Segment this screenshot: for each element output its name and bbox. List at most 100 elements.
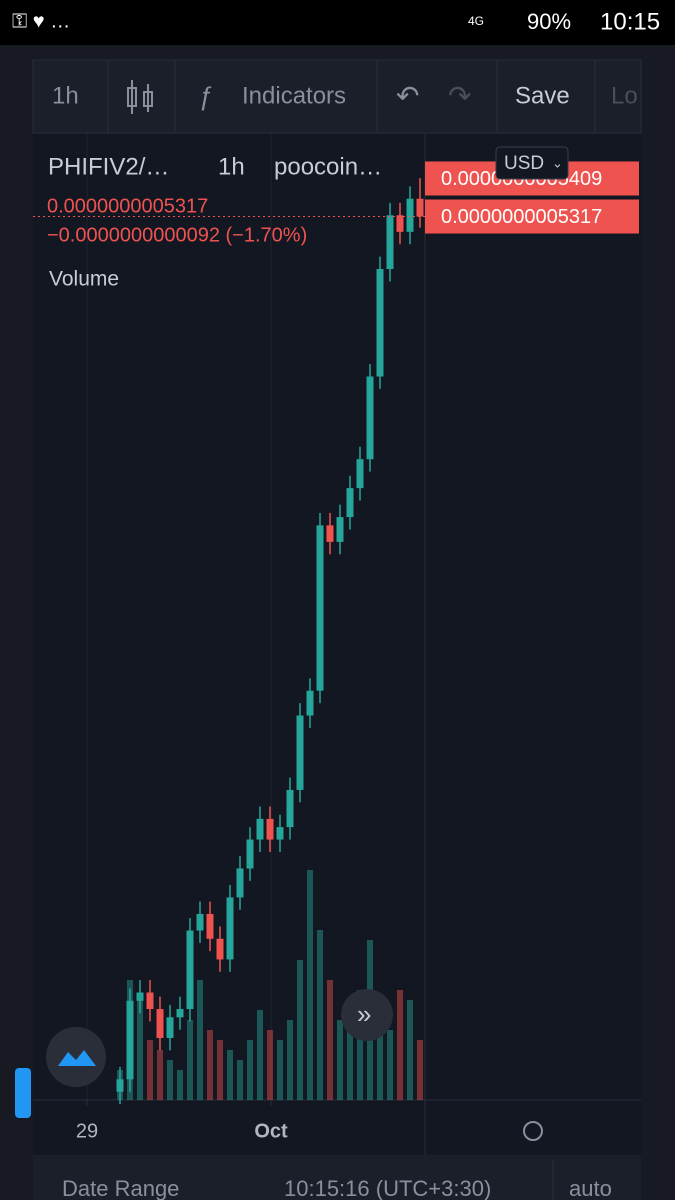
currency[interactable]: USD (504, 153, 544, 174)
volume-bar (167, 1060, 173, 1100)
toolbar-bg (32, 59, 642, 134)
candle-body (266, 818, 274, 840)
volume-bar (287, 1020, 293, 1100)
volume-bar (327, 980, 333, 1100)
volume-bar (207, 1030, 213, 1100)
legend: PHIFIV2/… 1h poocoin… 0.0000000005317 −0… (47, 153, 382, 290)
symbol: PHIFIV2/… (48, 153, 169, 180)
candle-body (216, 938, 224, 960)
network: 4G (468, 14, 484, 28)
chart-panel (33, 60, 641, 1155)
interval-button[interactable]: 1h (52, 82, 79, 109)
plot (33, 178, 425, 1105)
volume-bar (357, 990, 363, 1100)
volume-bar (187, 1020, 193, 1100)
volume-bar (297, 960, 303, 1100)
status-bar (0, 0, 675, 45)
volume-bar (197, 980, 203, 1100)
volume-bar (157, 1050, 163, 1100)
volume-bar (417, 1040, 423, 1100)
legend-interval: 1h (218, 153, 245, 180)
candle-body (196, 913, 204, 931)
candle-body (416, 198, 424, 217)
settings-button[interactable] (523, 1121, 543, 1141)
volume-bar (377, 1010, 383, 1100)
candle-body (256, 818, 264, 840)
volume-bar (347, 1000, 353, 1100)
logo-button[interactable] (46, 1027, 106, 1087)
volume-bar (397, 990, 403, 1100)
candle-body (336, 517, 344, 542)
candle-body (236, 868, 244, 898)
candle-body (386, 215, 394, 270)
volume-bar (177, 1070, 183, 1100)
caret: ⌄ (552, 155, 563, 170)
candle-body (186, 930, 194, 1010)
clock: 10:15 (600, 8, 660, 35)
volume-bar (387, 1030, 393, 1100)
candle-body (396, 215, 404, 232)
more-button[interactable]: Lo (611, 82, 638, 109)
candle-body (296, 715, 304, 790)
x-tick-label: Oct (254, 1120, 288, 1142)
source: poocoin… (274, 153, 382, 180)
volume-bar (237, 1060, 243, 1100)
candle-body (126, 1000, 134, 1080)
x-tick-label: 29 (76, 1120, 98, 1142)
currency-dropdown[interactable]: USD ⌄ (495, 146, 569, 180)
x-axis: 29 Oct (76, 1100, 288, 1142)
volume-bar (217, 1040, 223, 1100)
volume-bar (267, 1030, 273, 1100)
dropdown-box[interactable] (495, 146, 569, 180)
volume-bar (257, 1010, 263, 1100)
redo-button[interactable]: ↷ (448, 80, 471, 111)
candle-body (326, 525, 334, 542)
candle-body (176, 1009, 184, 1018)
status-icons: ⚿ ♥ … (12, 10, 70, 32)
save-button[interactable]: Save (515, 82, 570, 109)
chart-type-button[interactable] (127, 80, 153, 114)
side-tab[interactable] (15, 1068, 31, 1118)
candle-body (246, 839, 254, 869)
volume-bar (247, 1040, 253, 1100)
candle-body (146, 992, 154, 1010)
fx-icon: ƒ (198, 81, 212, 111)
clock-utc: 10:15:16 (UTC+3:30) (284, 1176, 491, 1200)
candle-body (276, 827, 284, 840)
legend-change: −0.0000000000092 (−1.70%) (47, 224, 307, 246)
candle-body (206, 913, 214, 939)
candle-body (166, 1017, 174, 1038)
volume-label: Volume (49, 268, 119, 291)
scale-button[interactable]: auto (569, 1176, 612, 1200)
candle-body (226, 897, 234, 960)
undo-button[interactable]: ↶ (396, 80, 419, 111)
date-range-button[interactable]: Date Range (62, 1176, 179, 1200)
volume-bar (227, 1050, 233, 1100)
logo-icon (58, 1050, 96, 1066)
scroll-button[interactable] (341, 989, 393, 1041)
candle-body (316, 525, 324, 691)
candle-body (366, 376, 374, 460)
price-label: 0.0000000005317 (441, 206, 602, 228)
candle-body (136, 992, 144, 1001)
indicators-button[interactable]: Indicators (242, 82, 346, 109)
volume-bar (147, 1040, 153, 1100)
volume-bar (317, 930, 323, 1100)
candle-body (156, 1009, 164, 1038)
volume-bar (407, 1000, 413, 1100)
candle-body (406, 198, 414, 232)
volume-bar (137, 1000, 143, 1100)
legend-price: 0.0000000005317 (47, 195, 208, 217)
scroll-icon: » (357, 999, 371, 1029)
candle-body (376, 269, 384, 377)
volume-bar (277, 1040, 283, 1100)
volume-bar (337, 1020, 343, 1100)
candle-body (306, 690, 314, 716)
candle-body (286, 789, 294, 828)
volume-bar (307, 870, 313, 1100)
price-label-bg (425, 199, 639, 234)
footer (33, 1155, 641, 1200)
candle-body (346, 488, 354, 518)
